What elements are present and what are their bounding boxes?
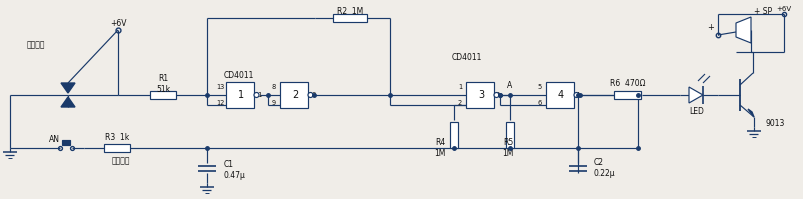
Text: 觸发开关: 觸发开关	[26, 41, 45, 50]
Text: 8: 8	[271, 84, 275, 90]
Text: C1
0.47μ: C1 0.47μ	[224, 160, 246, 180]
Text: R3  1k: R3 1k	[104, 133, 129, 141]
Text: C2
0.22μ: C2 0.22μ	[593, 158, 615, 178]
Text: + SP: + SP	[753, 8, 771, 17]
Text: 4: 4	[575, 92, 580, 98]
Bar	[279, 82, 308, 108]
Text: R5
1M: R5 1M	[502, 138, 513, 158]
Text: CD4011: CD4011	[451, 53, 482, 61]
Text: 11: 11	[254, 92, 262, 98]
Text: 1: 1	[458, 84, 462, 90]
Text: 2: 2	[457, 100, 462, 106]
Text: +6V: +6V	[110, 19, 126, 27]
Bar	[613, 91, 641, 99]
Bar	[62, 140, 70, 145]
Text: +6V: +6V	[776, 6, 791, 12]
Text: 3: 3	[495, 92, 499, 98]
Text: 5: 5	[537, 84, 541, 90]
Bar	[466, 82, 493, 108]
Text: A: A	[507, 82, 512, 91]
Text: 9013: 9013	[765, 118, 785, 128]
Text: 1: 1	[238, 90, 244, 100]
Bar	[545, 82, 573, 108]
Text: 10: 10	[308, 92, 316, 98]
Bar	[226, 82, 254, 108]
Text: 解除按鈕: 解除按鈕	[112, 156, 130, 166]
Text: 2: 2	[291, 90, 298, 100]
Polygon shape	[688, 87, 702, 103]
Text: CD4011: CD4011	[223, 70, 254, 79]
Text: 12: 12	[215, 100, 224, 106]
Text: LED: LED	[689, 106, 703, 115]
Polygon shape	[61, 83, 75, 93]
Text: 6: 6	[537, 100, 541, 106]
Polygon shape	[61, 97, 75, 107]
Circle shape	[308, 93, 312, 98]
Circle shape	[254, 93, 259, 98]
Polygon shape	[735, 17, 750, 43]
Bar	[505, 122, 513, 148]
Text: R1
51k: R1 51k	[156, 74, 170, 94]
Circle shape	[573, 93, 578, 98]
Text: R2  1M: R2 1M	[336, 7, 363, 16]
Text: 13: 13	[216, 84, 224, 90]
Text: 4: 4	[557, 90, 564, 100]
Bar	[332, 14, 366, 22]
Text: 9: 9	[271, 100, 275, 106]
Bar	[104, 144, 130, 152]
Polygon shape	[747, 109, 753, 117]
Text: +: +	[707, 22, 714, 31]
Text: R6  470Ω: R6 470Ω	[609, 79, 645, 89]
Text: 3: 3	[477, 90, 483, 100]
Text: AN: AN	[48, 136, 59, 144]
Bar	[450, 122, 458, 148]
Circle shape	[493, 93, 499, 98]
Text: R4
1M: R4 1M	[434, 138, 445, 158]
Bar	[150, 91, 176, 99]
